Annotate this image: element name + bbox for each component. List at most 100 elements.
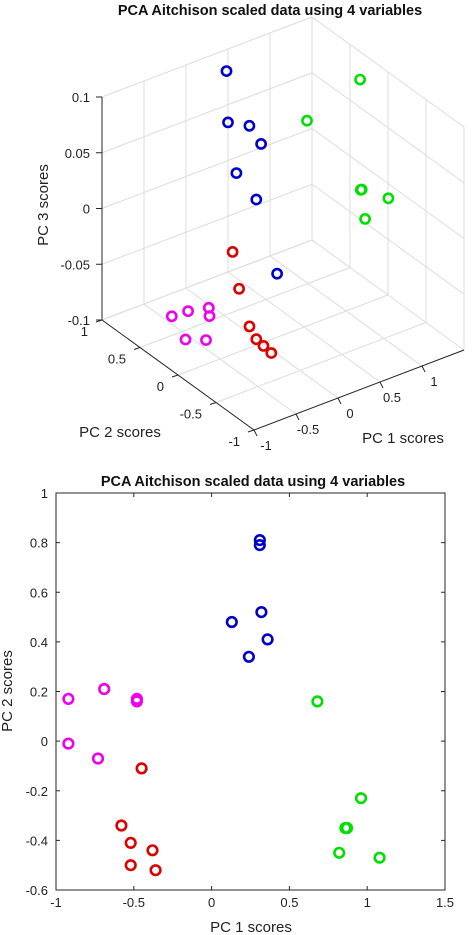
- x-tick-mark: [337, 397, 342, 405]
- data-point-red: [257, 339, 270, 352]
- y-tick-label: -0.4: [26, 833, 48, 848]
- z-tick-label: -0.1: [68, 313, 90, 328]
- grid-line: [311, 72, 465, 184]
- data-point-magenta: [62, 737, 75, 750]
- x-tick-label: -1: [50, 895, 62, 910]
- y-tick-label: 0.5: [108, 352, 126, 367]
- x-tick-label: -1: [260, 438, 272, 453]
- grid-line: [139, 267, 351, 348]
- y-tick-mark: [209, 402, 217, 405]
- data-point-blue: [253, 533, 266, 547]
- x-tick-mark: [295, 413, 300, 421]
- data-point-magenta: [203, 310, 216, 322]
- x-tick-label: -0.5: [297, 422, 319, 437]
- y-tick-label: -0.5: [180, 407, 202, 422]
- grid-line: [101, 183, 313, 265]
- grid-line: [101, 128, 313, 209]
- chart2d-points: [62, 533, 386, 877]
- chart3d-grid: [101, 16, 465, 431]
- chart2d-ticks: -1 -0.5 0 0.5 1 1.5 -0.6 -0.4 -0.2 0 0.2 0.4 0.6 0.8 1: [26, 486, 454, 910]
- data-point-green: [354, 792, 368, 805]
- data-point-magenta: [165, 310, 178, 323]
- chart3d-zlabel: PC 3 scores: [35, 164, 52, 246]
- grid-line: [311, 239, 465, 351]
- data-point-blue: [253, 538, 266, 552]
- x-tick-mark: [379, 381, 384, 389]
- y-tick-label: 0.6: [30, 585, 48, 600]
- x-tick-label: 1: [364, 895, 371, 910]
- data-point-magenta: [62, 692, 75, 705]
- y-tick-mark: [247, 429, 255, 433]
- x-tick-mark: [421, 365, 426, 373]
- grid-line: [101, 239, 313, 321]
- chart3d-axes: [95, 96, 465, 437]
- x-tick-label: 0: [346, 406, 353, 421]
- x-tick-label: 1: [430, 374, 437, 389]
- data-point-magenta: [182, 305, 194, 318]
- data-point-blue: [243, 119, 256, 132]
- chart3d-title: PCA Aitchison scaled data using 4 variab…: [118, 3, 422, 19]
- y-tick-label: 0.8: [30, 536, 48, 551]
- data-point-green: [355, 183, 368, 196]
- x-tick-label: 0: [208, 895, 215, 910]
- data-point-magenta: [98, 682, 111, 696]
- pca-2d-scatter: PCA Aitchison scaled data using 4 variab…: [0, 474, 454, 935]
- data-point-blue: [271, 267, 283, 280]
- data-point-red: [226, 245, 239, 258]
- data-point-green: [359, 212, 371, 225]
- y-tick-label: -1: [228, 434, 240, 449]
- data-point-red: [149, 864, 162, 877]
- data-point-green: [301, 114, 313, 127]
- y-tick-label: 1: [81, 324, 88, 339]
- y-tick-label: 1: [41, 486, 48, 501]
- y-tick-mark: [171, 374, 179, 378]
- data-point-red: [115, 819, 128, 832]
- x-tick-label: 0.5: [383, 390, 401, 405]
- data-point-blue: [261, 633, 274, 646]
- grid-line: [311, 128, 465, 239]
- data-point-magenta: [200, 334, 212, 346]
- data-point-red: [124, 859, 137, 872]
- chart2d-xlabel: PC 1 scores: [210, 919, 292, 935]
- z-tick-label: 0.1: [72, 90, 90, 105]
- data-point-green: [373, 851, 386, 864]
- x-axis-line: [253, 349, 465, 431]
- data-point-blue: [242, 650, 255, 663]
- data-point-blue: [250, 193, 263, 206]
- y-tick-label: 0.4: [30, 635, 48, 650]
- data-point-blue: [220, 65, 233, 77]
- x-tick-label: 1.5: [436, 895, 454, 910]
- grid-line: [311, 16, 465, 128]
- grid-line: [311, 183, 465, 295]
- grid-line: [215, 322, 427, 403]
- data-point-blue: [222, 116, 234, 129]
- chart2d-ylabel: PC 2 scores: [0, 650, 16, 732]
- x-tick-label: 0.5: [280, 895, 298, 910]
- chart2d-title: PCA Aitchison scaled data using 4 variab…: [101, 474, 405, 490]
- grid-line: [101, 16, 313, 98]
- data-point-green: [311, 695, 324, 708]
- data-point-red: [250, 333, 263, 346]
- data-point-blue: [255, 606, 268, 619]
- x-tick-mark: [253, 429, 258, 437]
- chart3d-points: [165, 65, 395, 359]
- data-point-magenta: [179, 333, 192, 346]
- data-point-red: [265, 347, 278, 359]
- data-point-red: [124, 836, 137, 850]
- data-point-red: [135, 762, 148, 775]
- y-tick-label: -0.6: [26, 883, 48, 898]
- data-point-blue: [230, 167, 243, 179]
- grid-line: [101, 72, 313, 154]
- y-tick-label: -0.2: [26, 784, 48, 799]
- y-tick-label: 0: [41, 734, 48, 749]
- data-point-red: [146, 844, 159, 857]
- pca-3d-scatter: PCA Aitchison scaled data using 4 variab…: [35, 3, 465, 453]
- y-tick-label: 0.2: [30, 685, 48, 700]
- data-point-blue: [255, 137, 267, 150]
- chart3d-xlabel: PC 1 scores: [362, 430, 444, 447]
- chart3d-ylabel: PC 2 scores: [79, 424, 161, 441]
- z-tick-label: 0: [83, 202, 90, 217]
- data-point-green: [354, 73, 366, 86]
- data-point-green: [340, 821, 354, 835]
